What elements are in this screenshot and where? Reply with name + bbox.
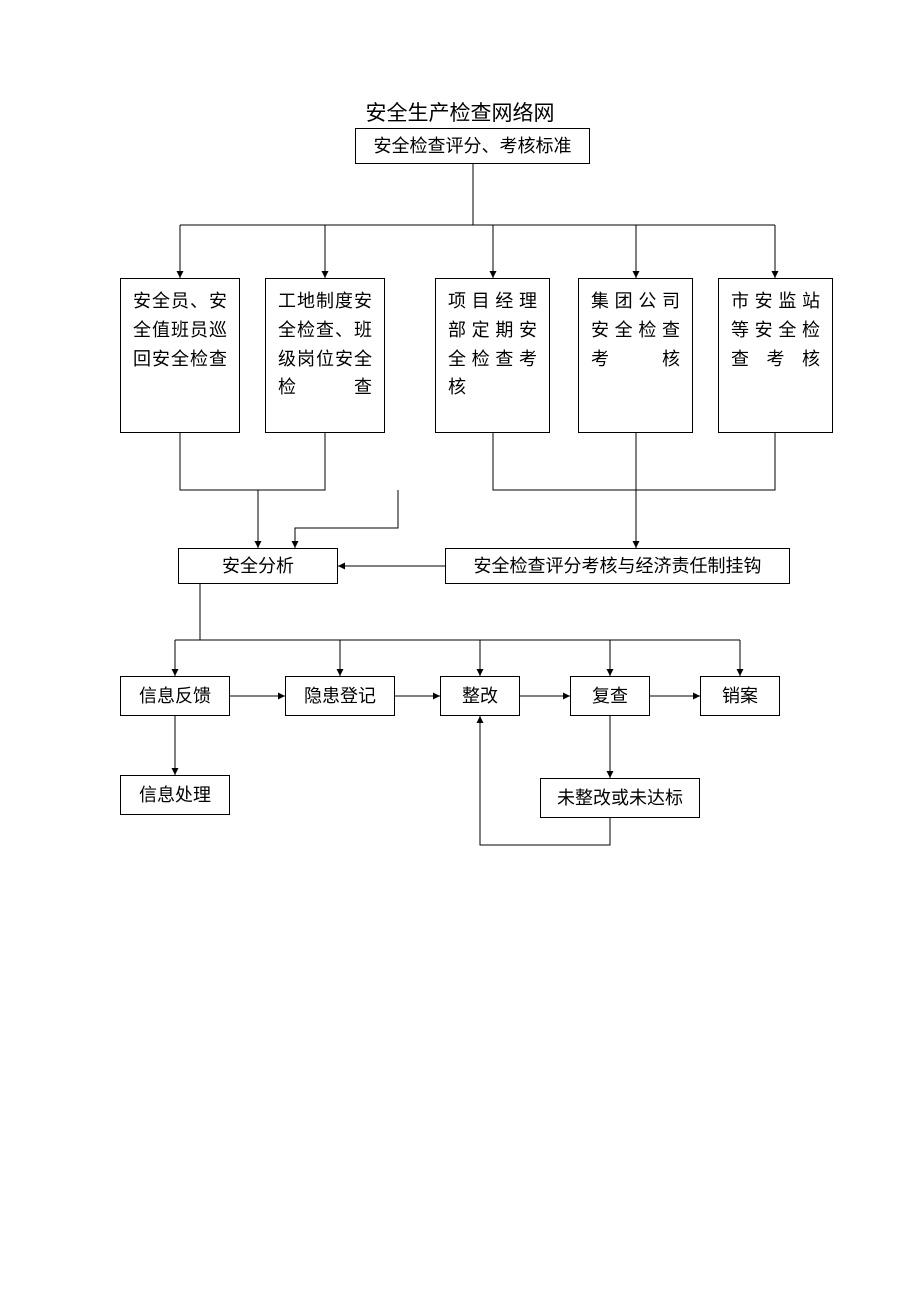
node-n2: 工地制度安全检查、班级岗位安全检查: [265, 278, 385, 433]
node-label: 工地制度安全检查、班级岗位安全检查: [278, 287, 372, 402]
node-label: 安全检查评分考核与经济责任制挂钩: [474, 552, 762, 581]
node-n11: 复查: [570, 676, 650, 716]
diagram-title: 安全生产检查网络网: [335, 97, 585, 127]
node-label: 整改: [462, 682, 498, 711]
node-n9: 隐患登记: [285, 676, 395, 716]
node-label: 信息反馈: [139, 682, 211, 711]
node-label: 安全员、安全值班员巡回安全检查: [133, 287, 227, 373]
flowchart-diagram: 安全生产检查网络网 安全检查评分、考核标准安全员、安全值班员巡回安全检查工地制度…: [0, 0, 920, 1301]
node-n14: 未整改或未达标: [540, 778, 700, 818]
node-n3: 项目经理部定期安全检查考核: [435, 278, 550, 433]
node-label: 安全检查评分、考核标准: [374, 132, 572, 161]
node-n7: 安全检查评分考核与经济责任制挂钩: [445, 548, 790, 584]
node-label: 销案: [722, 682, 758, 711]
node-n10: 整改: [440, 676, 520, 716]
node-n4: 集团公司安全检查考核: [578, 278, 693, 433]
node-n8: 信息反馈: [120, 676, 230, 716]
node-n5: 市安监站等安全检查考核: [718, 278, 833, 433]
node-label: 集团公司安全检查考核: [591, 287, 680, 373]
node-label: 未整改或未达标: [557, 784, 683, 813]
node-n6: 安全分析: [178, 548, 338, 584]
node-n1: 安全员、安全值班员巡回安全检查: [120, 278, 240, 433]
node-n12: 销案: [700, 676, 780, 716]
node-label: 项目经理部定期安全检查考核: [448, 287, 537, 402]
node-label: 信息处理: [139, 781, 211, 810]
node-label: 安全分析: [222, 552, 294, 581]
node-label: 隐患登记: [304, 682, 376, 711]
node-n13: 信息处理: [120, 775, 230, 815]
node-label: 复查: [592, 682, 628, 711]
edges-layer: [0, 0, 920, 1301]
node-n0: 安全检查评分、考核标准: [355, 128, 590, 164]
node-label: 市安监站等安全检查考核: [731, 287, 820, 373]
